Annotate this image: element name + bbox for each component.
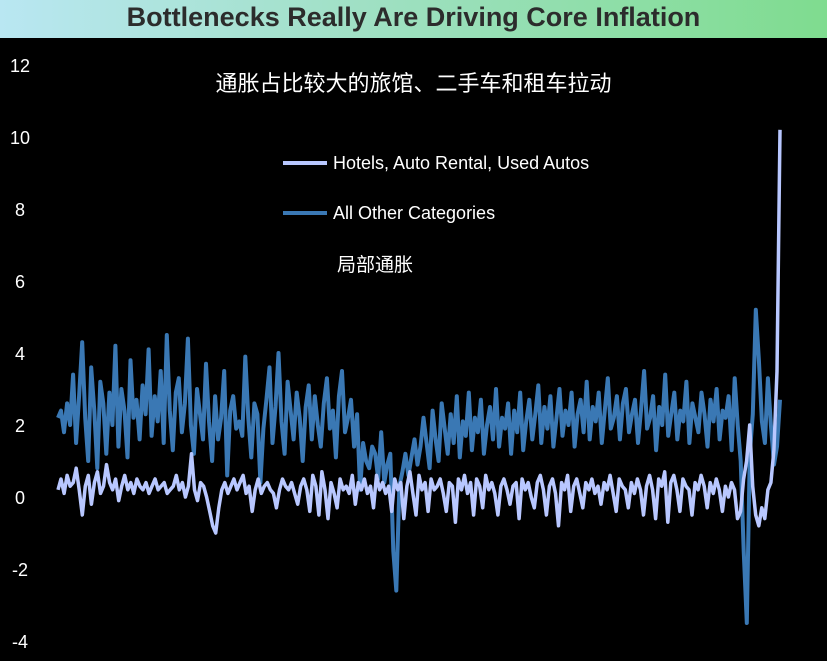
chart-annotation: 局部通胀 (336, 254, 413, 276)
legend-swatch-other (283, 211, 327, 215)
legend-label-other: All Other Categories (333, 202, 496, 223)
series-layer (56, 129, 782, 625)
y-tick-label: 8 (15, 200, 25, 220)
y-tick-label: 2 (15, 416, 25, 436)
y-tick-label: 12 (10, 56, 30, 76)
series-line-other (56, 307, 782, 625)
y-tick-label: 4 (15, 344, 25, 364)
series-line-hotels (56, 129, 782, 535)
legend-item-other: All Other Categories (283, 202, 495, 224)
legend-label-hotels: Hotels, Auto Rental, Used Autos (333, 152, 590, 173)
title-bar (0, 0, 827, 38)
y-tick-label: -4 (12, 632, 28, 652)
legend-item-hotels: Hotels, Auto Rental, Used Autos (283, 152, 589, 174)
y-tick-label: -2 (12, 560, 28, 580)
y-axis: 12 10 8 6 4 2 0 -2 -4 (10, 56, 30, 652)
chart-title: Bottlenecks Really Are Driving Core Infl… (126, 2, 701, 32)
legend-swatch-hotels (283, 161, 327, 165)
chart-subtitle: 通胀占比较大的旅馆、二手车和租车拉动 (215, 72, 612, 97)
y-tick-label: 0 (15, 488, 25, 508)
y-tick-label: 6 (15, 272, 25, 292)
y-tick-label: 10 (10, 128, 30, 148)
